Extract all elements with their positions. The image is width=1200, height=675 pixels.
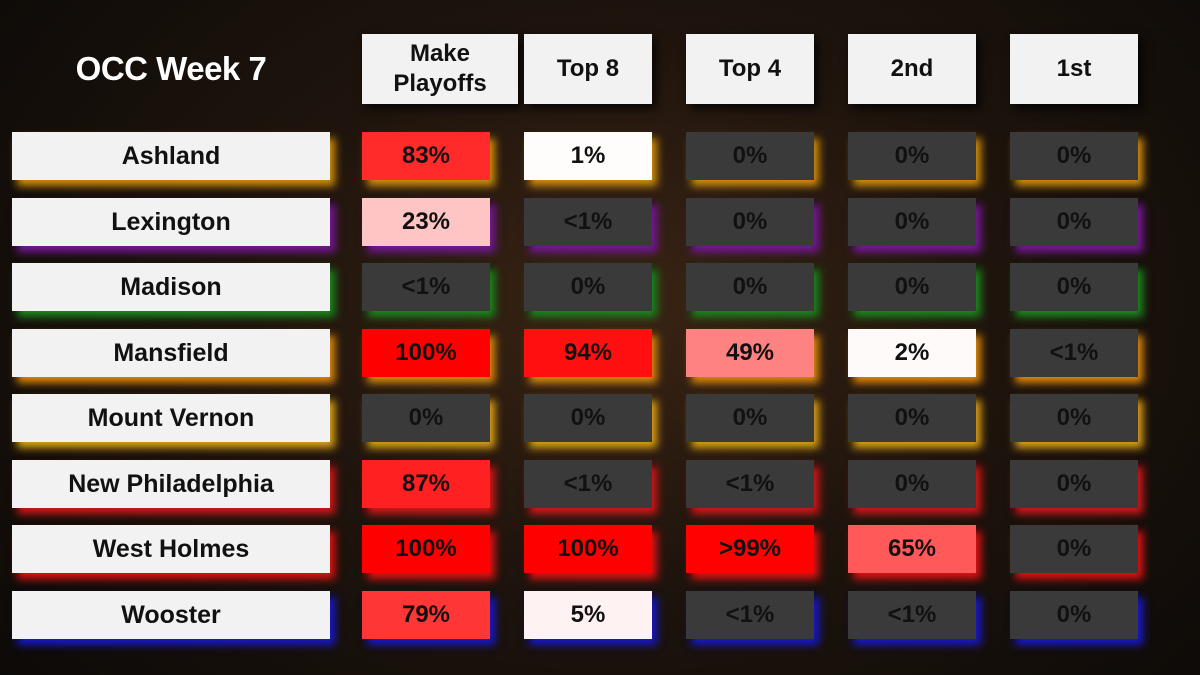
team-label-wooster: Wooster bbox=[12, 591, 330, 639]
probability-cell: 100% bbox=[362, 525, 490, 573]
probability-cell: 0% bbox=[1010, 394, 1138, 442]
probability-cell: 0% bbox=[1010, 198, 1138, 246]
probability-cell: <1% bbox=[362, 263, 490, 311]
column-header-make-playoffs: Make Playoffs bbox=[362, 34, 518, 104]
probability-cell: 0% bbox=[524, 263, 652, 311]
probability-cell: 0% bbox=[686, 263, 814, 311]
team-label-lexington: Lexington bbox=[12, 198, 330, 246]
probability-cell: <1% bbox=[686, 591, 814, 639]
probability-cell: 2% bbox=[848, 329, 976, 377]
probability-cell: <1% bbox=[848, 591, 976, 639]
column-header-top-8: Top 8 bbox=[524, 34, 652, 104]
probability-cell: 23% bbox=[362, 198, 490, 246]
probability-cell: 0% bbox=[1010, 460, 1138, 508]
probability-cell: 1% bbox=[524, 132, 652, 180]
probability-cell: 94% bbox=[524, 329, 652, 377]
probability-cell: 0% bbox=[848, 460, 976, 508]
probability-cell: 100% bbox=[524, 525, 652, 573]
probability-cell: 0% bbox=[848, 132, 976, 180]
team-label-new-philadelphia: New Philadelphia bbox=[12, 460, 330, 508]
team-label-west-holmes: West Holmes bbox=[12, 525, 330, 573]
team-label-ashland: Ashland bbox=[12, 132, 330, 180]
team-label-madison: Madison bbox=[12, 263, 330, 311]
probability-cell: 0% bbox=[1010, 525, 1138, 573]
probability-cell: <1% bbox=[686, 460, 814, 508]
probability-cell: 79% bbox=[362, 591, 490, 639]
probability-cell: <1% bbox=[1010, 329, 1138, 377]
probability-cell: 100% bbox=[362, 329, 490, 377]
probability-cell: 87% bbox=[362, 460, 490, 508]
probability-cell: <1% bbox=[524, 460, 652, 508]
probability-cell: 0% bbox=[848, 394, 976, 442]
probability-cell: >99% bbox=[686, 525, 814, 573]
probability-cell: 49% bbox=[686, 329, 814, 377]
probability-cell: 83% bbox=[362, 132, 490, 180]
column-header-2nd: 2nd bbox=[848, 34, 976, 104]
probability-cell: 0% bbox=[1010, 591, 1138, 639]
column-header-top-4: Top 4 bbox=[686, 34, 814, 104]
probability-cell: 0% bbox=[848, 198, 976, 246]
probability-cell: 0% bbox=[686, 394, 814, 442]
probability-cell: <1% bbox=[524, 198, 652, 246]
probability-cell: 0% bbox=[1010, 263, 1138, 311]
probability-cell: 0% bbox=[686, 198, 814, 246]
probability-cell: 0% bbox=[362, 394, 490, 442]
probability-cell: 0% bbox=[524, 394, 652, 442]
probability-cell: 0% bbox=[686, 132, 814, 180]
page-title: OCC Week 7 bbox=[75, 50, 267, 87]
probability-cell: 5% bbox=[524, 591, 652, 639]
team-label-mount-vernon: Mount Vernon bbox=[12, 394, 330, 442]
probability-cell: 65% bbox=[848, 525, 976, 573]
probability-cell: 0% bbox=[1010, 132, 1138, 180]
team-label-mansfield: Mansfield bbox=[12, 329, 330, 377]
probability-cell: 0% bbox=[848, 263, 976, 311]
column-header-1st: 1st bbox=[1010, 34, 1138, 104]
